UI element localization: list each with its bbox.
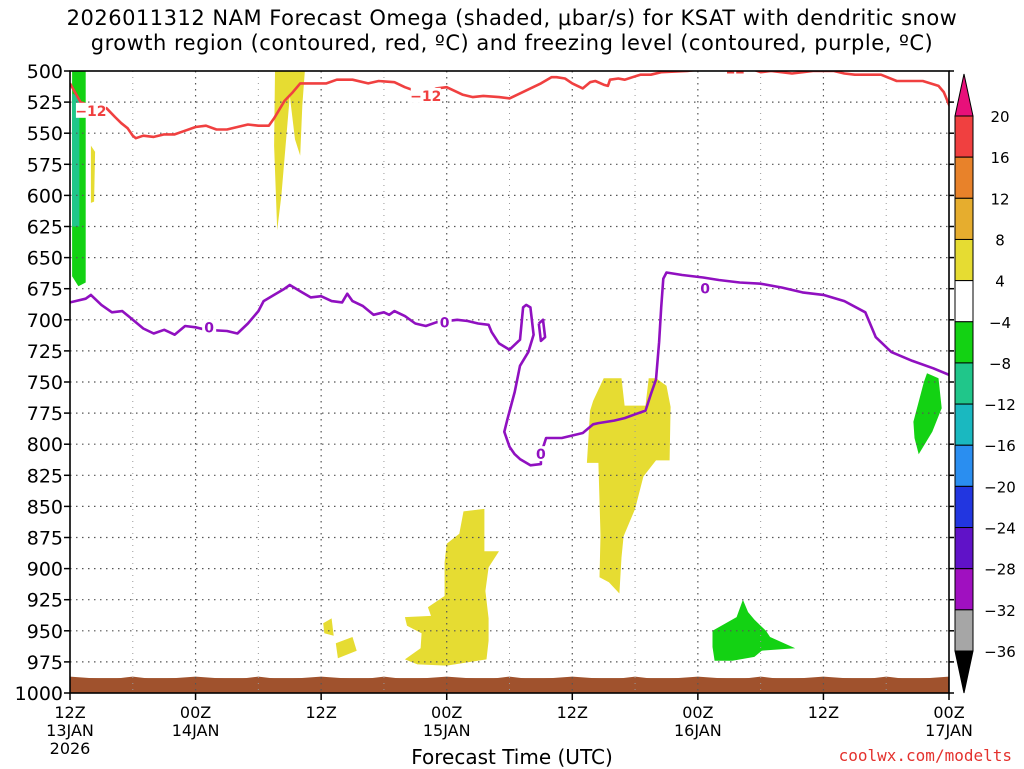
y-tick-label-875: 875 — [27, 528, 63, 550]
y-tick-label-800: 800 — [27, 434, 63, 456]
colorbar-bin--28--24 — [954, 527, 974, 570]
y-tick-label-650: 650 — [27, 248, 63, 270]
colorbar-bin-8-12 — [954, 197, 974, 240]
colorbar-label--28: −28 — [984, 561, 1016, 579]
contour-label-bg-freezing-level-0-2 — [533, 446, 548, 462]
x-tick-label-84-line1: 00Z — [933, 703, 964, 722]
colorbar-bin--24--20 — [954, 485, 974, 529]
contour-label-bg-freezing-level-0-3 — [698, 280, 713, 296]
contour-label-bg-freezing-level-0-1 — [437, 314, 452, 330]
contour-label-dendritic-growth-minus12-1: −12 — [410, 89, 441, 105]
colorbar-label--16: −16 — [984, 437, 1016, 455]
colorbar-bin-4-8 — [954, 238, 974, 282]
colorbar-label--4: −4 — [989, 314, 1011, 332]
colorbar-label--36: −36 — [984, 643, 1016, 661]
contour-label-freezing-level-0-0: 0 — [204, 320, 214, 336]
colorbar-bin--12--8 — [954, 362, 974, 405]
y-tick-label-675: 675 — [27, 279, 63, 301]
x-tick-label-72-line1: 12Z — [808, 703, 839, 722]
y-tick-label-1000: 1000 — [15, 683, 63, 705]
x-tick-label-0-line1: 12Z — [54, 703, 85, 722]
y-tick-label-750: 750 — [27, 372, 63, 394]
chart-title-line2: growth region (contoured, red, ºC) and f… — [90, 31, 934, 55]
contour-label-bg-dendritic-growth-minus12-1 — [410, 87, 441, 103]
y-tick-label-900: 900 — [27, 559, 63, 581]
contour-label-bg-dendritic-growth-minus12-2 — [714, 71, 745, 76]
colorbar-label--32: −32 — [984, 602, 1016, 620]
omega-shade-teal-col-left — [72, 93, 80, 227]
x-tick-label-0-line3: 2026 — [50, 739, 91, 758]
contour-label-freezing-level-0-3: 0 — [700, 282, 710, 298]
contour-label-freezing-level-0-2: 0 — [536, 447, 546, 463]
colorbar-label-20: 20 — [990, 108, 1009, 126]
terrain-top — [70, 676, 949, 693]
colorbar-bin--32--28 — [954, 568, 974, 611]
omega-shade-green-blob-82 — [913, 373, 942, 455]
y-tick-label-500: 500 — [27, 61, 63, 83]
x-tick-label-60-line2: 16JAN — [674, 721, 722, 740]
colorbar-top-arrow — [954, 73, 974, 117]
y-tick-label-575: 575 — [27, 154, 63, 176]
contour-freezing-level-0-closed — [537, 318, 547, 343]
omega-shade-yellow-sliver-left — [90, 145, 96, 203]
contour-label-bg-dendritic-growth-minus12-0 — [75, 102, 106, 118]
omega-shade-yellow-cell-32z — [335, 637, 357, 659]
colorbar-label-16: 16 — [990, 149, 1009, 167]
colorbar-bottom-arrow — [954, 650, 974, 694]
colorbar-label--8: −8 — [989, 355, 1011, 373]
omega-shade-green-blob-66 — [712, 599, 796, 661]
y-tick-label-950: 950 — [27, 621, 63, 643]
colorbar-bin-12-16 — [954, 156, 974, 199]
y-tick-label-925: 925 — [27, 590, 63, 612]
contour-label-bg-freezing-level-0-0 — [202, 319, 217, 335]
x-tick-label-0-line2: 13JAN — [46, 721, 94, 740]
omega-shade-yellow-cell-31z — [323, 618, 334, 636]
colorbar-bin--8--4 — [954, 321, 974, 364]
x-tick-label-36-line2: 15JAN — [423, 721, 471, 740]
colorbar-bin--20--16 — [954, 444, 974, 487]
colorbar-label-4: 4 — [995, 273, 1005, 291]
y-tick-label-625: 625 — [27, 217, 63, 239]
colorbar-bin--16--12 — [954, 403, 974, 446]
y-tick-label-725: 725 — [27, 341, 63, 363]
x-tick-label-12-line1: 00Z — [180, 703, 211, 722]
y-tick-label-775: 775 — [27, 403, 63, 425]
colorbar-label--12: −12 — [984, 396, 1016, 414]
y-tick-label-975: 975 — [27, 652, 63, 674]
chart-title: 2026011312 NAM Forecast Omega (shaded, μ… — [0, 6, 1024, 56]
x-tick-label-84-line2: 17JAN — [925, 721, 973, 740]
credit-label[interactable]: coolwx.com/modelts — [838, 746, 1012, 765]
y-tick-label-600: 600 — [27, 185, 63, 207]
contour-label-dendritic-growth-minus12-0: −12 — [75, 104, 106, 120]
chart-title-line1: 2026011312 NAM Forecast Omega (shaded, μ… — [66, 6, 958, 30]
x-tick-label-12-line2: 14JAN — [172, 721, 220, 740]
colorbar-bin-16-20 — [954, 115, 974, 158]
x-tick-label-60-line1: 00Z — [682, 703, 713, 722]
colorbar-bin--36--32 — [954, 609, 974, 652]
omega-shade-yellow-cell-39 — [404, 508, 499, 666]
colorbar-label-8: 8 — [995, 231, 1005, 249]
plot-area: −12 −12 −12 0 0 0 0 — [70, 62, 949, 693]
contour-label-freezing-level-0-1: 0 — [440, 315, 450, 331]
contour-freezing-level-0 — [70, 271, 949, 467]
x-tick-label-36-line1: 00Z — [431, 703, 462, 722]
y-tick-label-825: 825 — [27, 465, 63, 487]
colorbar-bin--4-4 — [954, 280, 974, 323]
y-tick-label-700: 700 — [27, 310, 63, 332]
y-tick-label-550: 550 — [27, 123, 63, 145]
colorbar-label-12: 12 — [990, 190, 1009, 208]
omega-shade-yellow-blob-55 — [586, 378, 671, 594]
colorbar-label--20: −20 — [984, 478, 1016, 496]
colorbar-label--24: −24 — [984, 520, 1016, 538]
contour-label-dendritic-growth-minus12-2: −12 — [714, 62, 745, 78]
omega-shade-yellow-col-20h — [274, 71, 305, 231]
x-tick-label-48-line1: 12Z — [557, 703, 588, 722]
y-tick-label-850: 850 — [27, 496, 63, 518]
y-tick-label-525: 525 — [27, 92, 63, 114]
x-axis-title: Forecast Time (UTC) — [411, 745, 613, 769]
x-tick-label-24-line1: 12Z — [305, 703, 336, 722]
